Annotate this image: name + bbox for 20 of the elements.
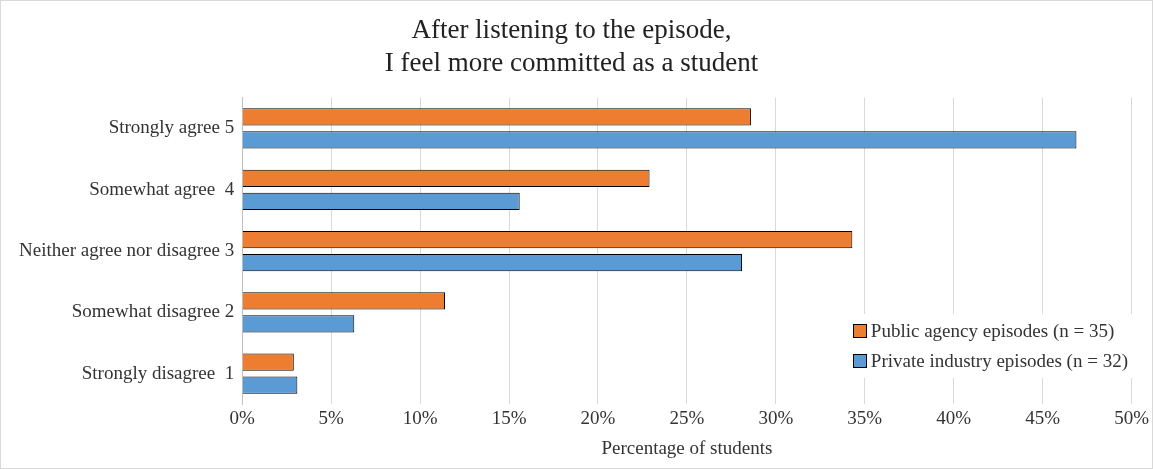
x-tick-label: 50% (1114, 406, 1150, 428)
x-tick-label: 15% (491, 406, 527, 428)
x-tick-label: 45% (1025, 406, 1061, 428)
y-tick-label: Strongly agree 5 (108, 116, 235, 138)
chart-title: After listening to the episode, I feel more committed as a student (384, 14, 759, 77)
x-tick-label: 30% (758, 406, 794, 428)
x-tick-label: 40% (936, 406, 972, 428)
y-tick-label: Strongly disagree 1 (81, 361, 235, 383)
x-tick-label: 25% (669, 406, 705, 428)
legend-label: Public agency episodes (n = 35) (870, 319, 1115, 343)
x-tick-label: 5% (318, 406, 344, 428)
x-tick-label: 20% (580, 406, 616, 428)
x-tick-label: 35% (847, 406, 883, 428)
x-axis-title: Percentage of students (601, 436, 773, 458)
y-tick-label: Somewhat agree 4 (89, 177, 235, 199)
y-tick-label: Somewhat disagree 2 (71, 300, 235, 322)
legend-label: Private industry episodes (n = 32) (870, 349, 1128, 373)
y-tick-label: Neither agree nor disagree 3 (18, 239, 235, 261)
x-tick-label: 0% (229, 406, 256, 428)
x-tick-label: 10% (402, 406, 438, 428)
